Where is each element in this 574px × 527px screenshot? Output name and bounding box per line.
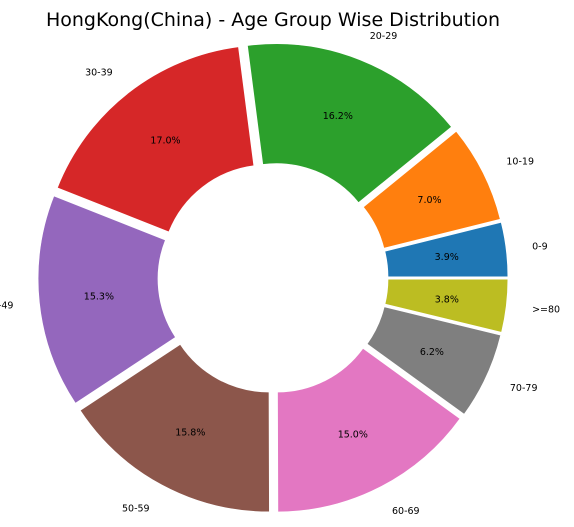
slice-label-40-49: 40-49 <box>0 301 13 312</box>
slice-70-79 <box>366 306 502 415</box>
slice-label-gte-80: >=80 <box>532 305 560 316</box>
percent-label-gte-80: 3.8% <box>435 294 459 305</box>
slice-0-9 <box>384 221 509 278</box>
chart-title: HongKong(China) - Age Group Wise Distrib… <box>46 9 500 31</box>
slice-label-50-59: 50-59 <box>122 504 150 515</box>
percent-label-70-79: 6.2% <box>420 347 444 358</box>
slice-label-0-9: 0-9 <box>532 242 548 253</box>
percent-label-0-9: 3.9% <box>435 252 459 263</box>
slice-60-69 <box>277 347 461 513</box>
slice-label-10-19: 10-19 <box>506 157 534 168</box>
percent-label-40-49: 15.3% <box>84 292 114 303</box>
percent-label-10-19: 7.0% <box>417 195 441 206</box>
percent-label-20-29: 16.2% <box>323 111 353 122</box>
slice-30-39 <box>56 46 255 233</box>
slices-layer <box>37 43 509 513</box>
slice-label-20-29: 20-29 <box>370 31 398 42</box>
slice-20-29 <box>246 43 453 204</box>
slice-10-19 <box>362 130 501 249</box>
slice-label-70-79: 70-79 <box>510 383 538 394</box>
slice-label-60-69: 60-69 <box>392 506 420 517</box>
slice-50-59 <box>79 343 270 513</box>
percent-label-50-59: 15.8% <box>175 428 205 439</box>
slice-gte-80 <box>384 278 509 333</box>
slice-label-30-39: 30-39 <box>85 68 113 79</box>
labels-layer: 0-9 3.9% 10-19 7.0% 20-29 16.2% 30-39 17.0% 40-4… <box>0 31 560 517</box>
slice-40-49 <box>37 195 177 404</box>
percent-label-30-39: 17.0% <box>150 135 180 146</box>
percent-label-60-69: 15.0% <box>338 429 368 440</box>
